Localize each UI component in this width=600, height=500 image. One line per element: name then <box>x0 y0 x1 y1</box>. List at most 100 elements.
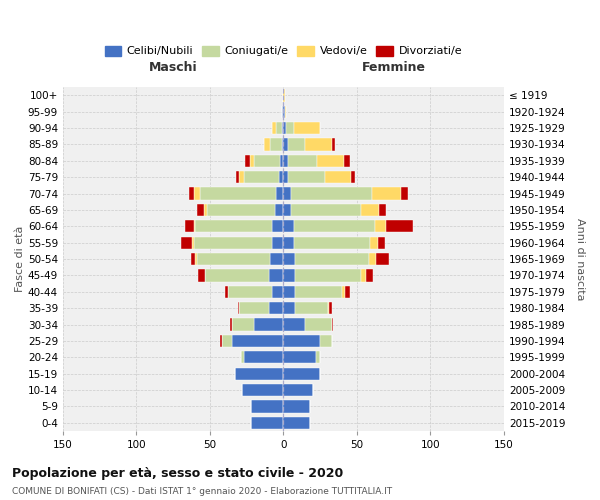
Bar <box>270 138 282 150</box>
Bar <box>368 253 376 265</box>
Bar <box>220 335 221 347</box>
Bar <box>250 154 254 167</box>
Bar <box>272 236 283 249</box>
Bar <box>283 400 310 412</box>
Bar <box>197 204 204 216</box>
Bar <box>190 188 194 200</box>
Bar <box>242 384 283 396</box>
Bar <box>329 302 332 314</box>
Bar <box>235 368 283 380</box>
Bar <box>270 253 283 265</box>
Bar <box>294 122 320 134</box>
Bar <box>275 204 283 216</box>
Bar <box>342 286 345 298</box>
Bar <box>379 204 386 216</box>
Bar <box>195 220 272 232</box>
Y-axis label: Anni di nascita: Anni di nascita <box>575 218 585 300</box>
Bar <box>241 351 244 364</box>
Bar <box>283 89 285 102</box>
Bar <box>269 270 283 281</box>
Bar <box>320 335 332 347</box>
Bar <box>283 220 294 232</box>
Bar <box>195 253 197 265</box>
Bar <box>272 122 276 134</box>
Bar <box>344 154 350 167</box>
Bar <box>191 253 195 265</box>
Bar <box>286 122 294 134</box>
Bar <box>377 236 385 249</box>
Bar <box>205 270 269 281</box>
Bar <box>280 154 283 167</box>
Bar <box>283 122 286 134</box>
Bar <box>282 138 283 150</box>
Bar <box>283 368 320 380</box>
Bar <box>283 318 305 330</box>
Bar <box>239 302 269 314</box>
Bar <box>194 188 200 200</box>
Bar <box>204 204 207 216</box>
Bar <box>254 154 280 167</box>
Bar <box>192 236 194 249</box>
Bar <box>316 351 320 364</box>
Bar <box>265 138 270 150</box>
Bar <box>221 335 232 347</box>
Bar <box>272 220 283 232</box>
Bar <box>291 188 371 200</box>
Bar <box>376 253 389 265</box>
Bar <box>361 204 379 216</box>
Text: Femmine: Femmine <box>362 61 425 74</box>
Bar <box>374 220 386 232</box>
Bar <box>232 335 283 347</box>
Bar <box>232 318 254 330</box>
Bar <box>325 171 351 183</box>
Bar <box>283 286 295 298</box>
Bar <box>283 204 291 216</box>
Bar <box>366 270 373 281</box>
Y-axis label: Fasce di età: Fasce di età <box>15 226 25 292</box>
Bar <box>283 416 310 429</box>
Bar <box>194 220 195 232</box>
Bar <box>197 253 270 265</box>
Bar <box>185 220 194 232</box>
Bar <box>198 270 205 281</box>
Bar <box>294 236 370 249</box>
Bar <box>288 138 305 150</box>
Bar <box>283 106 285 118</box>
Bar <box>288 154 317 167</box>
Bar <box>251 416 283 429</box>
Bar <box>351 171 355 183</box>
Bar <box>244 351 283 364</box>
Bar <box>283 253 295 265</box>
Bar <box>283 188 291 200</box>
Bar <box>371 188 401 200</box>
Bar <box>279 171 283 183</box>
Bar <box>361 270 366 281</box>
Bar <box>224 286 227 298</box>
Bar <box>294 220 374 232</box>
Bar <box>245 154 250 167</box>
Bar <box>207 204 275 216</box>
Bar <box>276 122 282 134</box>
Text: Popolazione per età, sesso e stato civile - 2020: Popolazione per età, sesso e stato civil… <box>12 468 343 480</box>
Bar <box>194 236 272 249</box>
Bar <box>282 122 283 134</box>
Bar <box>295 270 361 281</box>
Bar <box>272 286 283 298</box>
Bar <box>291 204 361 216</box>
Bar <box>236 171 239 183</box>
Bar <box>276 188 283 200</box>
Bar <box>269 302 283 314</box>
Bar <box>401 188 409 200</box>
Bar <box>370 236 377 249</box>
Bar <box>227 286 272 298</box>
Bar <box>305 138 332 150</box>
Bar <box>238 302 239 314</box>
Bar <box>332 318 334 330</box>
Bar <box>295 253 368 265</box>
Bar <box>283 171 288 183</box>
Bar <box>230 318 232 330</box>
Bar <box>288 171 325 183</box>
Bar <box>239 171 244 183</box>
Text: COMUNE DI BONIFATI (CS) - Dati ISTAT 1° gennaio 2020 - Elaborazione TUTTITALIA.I: COMUNE DI BONIFATI (CS) - Dati ISTAT 1° … <box>12 487 392 496</box>
Bar <box>251 400 283 412</box>
